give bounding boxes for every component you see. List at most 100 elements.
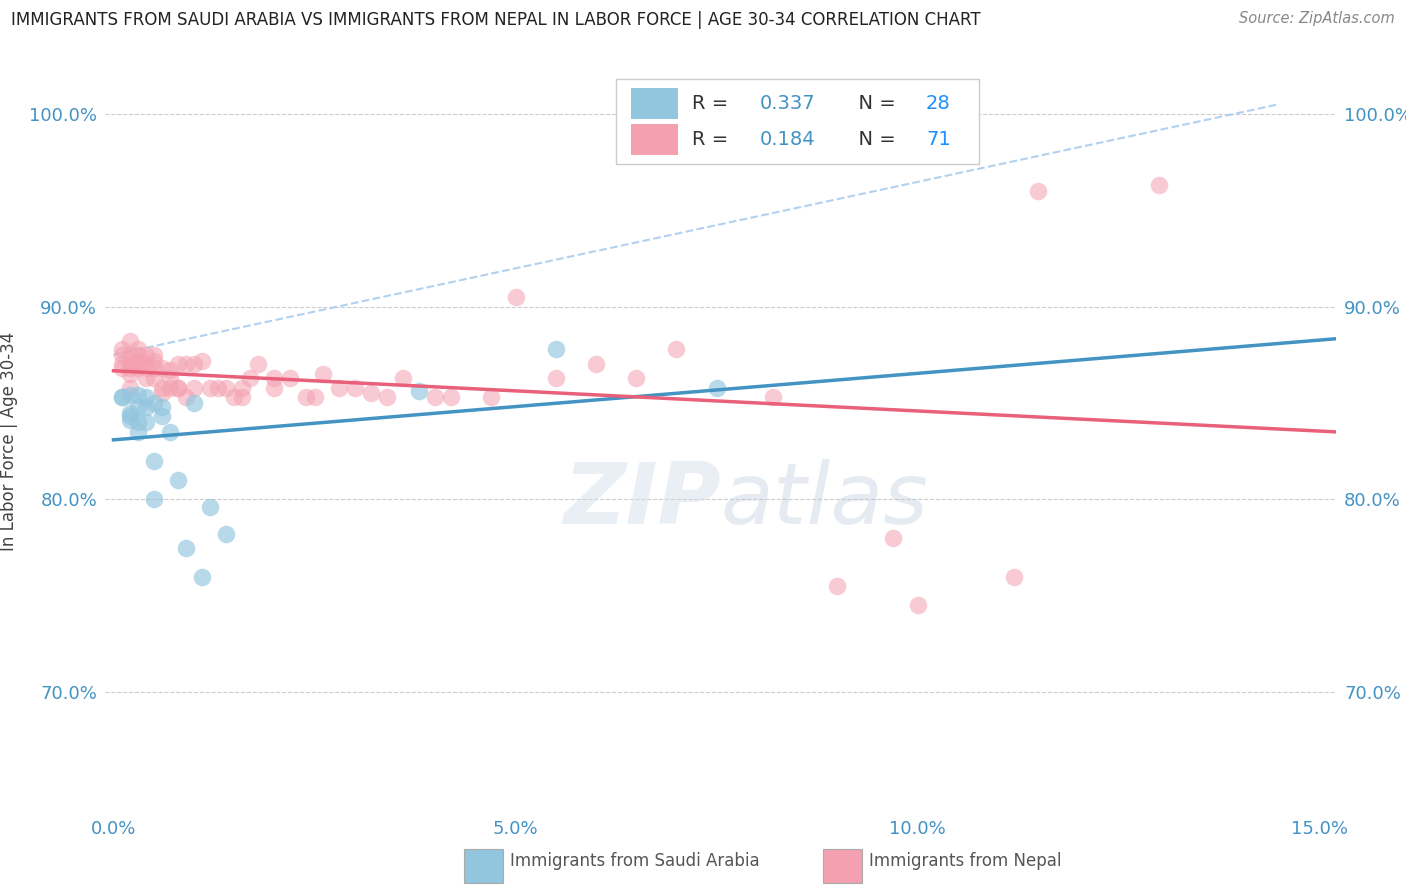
Point bbox=[159, 380, 181, 394]
Text: Immigrants from Nepal: Immigrants from Nepal bbox=[869, 852, 1062, 870]
Point bbox=[135, 400, 157, 414]
Text: IMMIGRANTS FROM SAUDI ARABIA VS IMMIGRANTS FROM NEPAL IN LABOR FORCE | AGE 30-34: IMMIGRANTS FROM SAUDI ARABIA VS IMMIGRAN… bbox=[11, 11, 981, 29]
Point bbox=[311, 367, 333, 381]
Text: 0.337: 0.337 bbox=[761, 94, 815, 112]
Point bbox=[159, 425, 181, 439]
Point bbox=[183, 380, 205, 394]
Point bbox=[118, 361, 141, 376]
Point bbox=[423, 390, 446, 404]
Point bbox=[665, 342, 688, 356]
Point bbox=[118, 388, 141, 402]
Point bbox=[166, 473, 188, 487]
Point bbox=[110, 358, 132, 372]
FancyBboxPatch shape bbox=[631, 124, 678, 155]
Text: N =: N = bbox=[846, 94, 903, 112]
Point bbox=[118, 380, 141, 394]
Point bbox=[1026, 184, 1049, 198]
Point bbox=[142, 371, 165, 385]
Point bbox=[166, 380, 188, 394]
Point bbox=[135, 371, 157, 385]
Point bbox=[127, 361, 149, 376]
Point bbox=[110, 390, 132, 404]
Point bbox=[392, 371, 415, 385]
Point bbox=[375, 390, 398, 404]
Point bbox=[127, 348, 149, 362]
Text: R =: R = bbox=[692, 94, 735, 112]
Point bbox=[118, 406, 141, 420]
Point bbox=[239, 371, 262, 385]
Point bbox=[191, 353, 214, 368]
Point bbox=[215, 380, 238, 394]
Point bbox=[907, 599, 929, 613]
Point bbox=[118, 334, 141, 349]
Text: ZIP: ZIP bbox=[562, 459, 721, 542]
Point bbox=[135, 415, 157, 429]
Point bbox=[142, 396, 165, 410]
Point bbox=[118, 409, 141, 424]
Point bbox=[159, 371, 181, 385]
Point bbox=[231, 390, 253, 404]
Point bbox=[215, 527, 238, 541]
Point bbox=[142, 353, 165, 368]
Point bbox=[585, 358, 607, 372]
FancyBboxPatch shape bbox=[631, 87, 678, 119]
Point bbox=[1002, 569, 1025, 583]
Point bbox=[127, 358, 149, 372]
Point bbox=[207, 380, 229, 394]
Point bbox=[304, 390, 326, 404]
Point bbox=[135, 361, 157, 376]
Point bbox=[544, 342, 567, 356]
Point bbox=[247, 358, 270, 372]
Point bbox=[263, 371, 285, 385]
Point bbox=[110, 361, 132, 376]
Point bbox=[142, 492, 165, 507]
Point bbox=[127, 342, 149, 356]
Point bbox=[127, 425, 149, 439]
Point bbox=[142, 348, 165, 362]
Point bbox=[408, 384, 430, 399]
Point bbox=[624, 371, 647, 385]
Point bbox=[135, 358, 157, 372]
Point bbox=[166, 380, 188, 394]
Point bbox=[127, 388, 149, 402]
Text: Source: ZipAtlas.com: Source: ZipAtlas.com bbox=[1239, 11, 1395, 26]
Point bbox=[142, 454, 165, 468]
Point bbox=[150, 400, 173, 414]
Point bbox=[191, 569, 214, 583]
Point bbox=[150, 380, 173, 394]
Text: atlas: atlas bbox=[721, 459, 928, 542]
Point bbox=[118, 413, 141, 427]
Point bbox=[118, 358, 141, 372]
Point bbox=[198, 380, 221, 394]
Point bbox=[231, 380, 253, 394]
Point bbox=[174, 541, 197, 555]
Point bbox=[481, 390, 503, 404]
Point bbox=[1147, 178, 1170, 193]
Point bbox=[328, 380, 350, 394]
Point bbox=[150, 386, 173, 401]
Point bbox=[544, 371, 567, 385]
Point bbox=[142, 361, 165, 376]
Point bbox=[343, 380, 366, 394]
Point bbox=[150, 409, 173, 424]
FancyBboxPatch shape bbox=[616, 78, 979, 164]
Point bbox=[110, 390, 132, 404]
Point bbox=[183, 358, 205, 372]
Point bbox=[150, 361, 173, 376]
Point bbox=[135, 390, 157, 404]
Point bbox=[762, 390, 785, 404]
Point bbox=[110, 348, 132, 362]
Point bbox=[118, 348, 141, 362]
Point bbox=[440, 390, 463, 404]
Point bbox=[224, 390, 246, 404]
Text: R =: R = bbox=[692, 130, 735, 149]
Point bbox=[263, 380, 285, 394]
Point bbox=[505, 290, 527, 304]
Point bbox=[135, 348, 157, 362]
Text: Immigrants from Saudi Arabia: Immigrants from Saudi Arabia bbox=[510, 852, 761, 870]
Point bbox=[166, 358, 188, 372]
Point bbox=[127, 415, 149, 429]
Point bbox=[295, 390, 318, 404]
Text: 0.184: 0.184 bbox=[761, 130, 815, 149]
Point bbox=[118, 367, 141, 381]
